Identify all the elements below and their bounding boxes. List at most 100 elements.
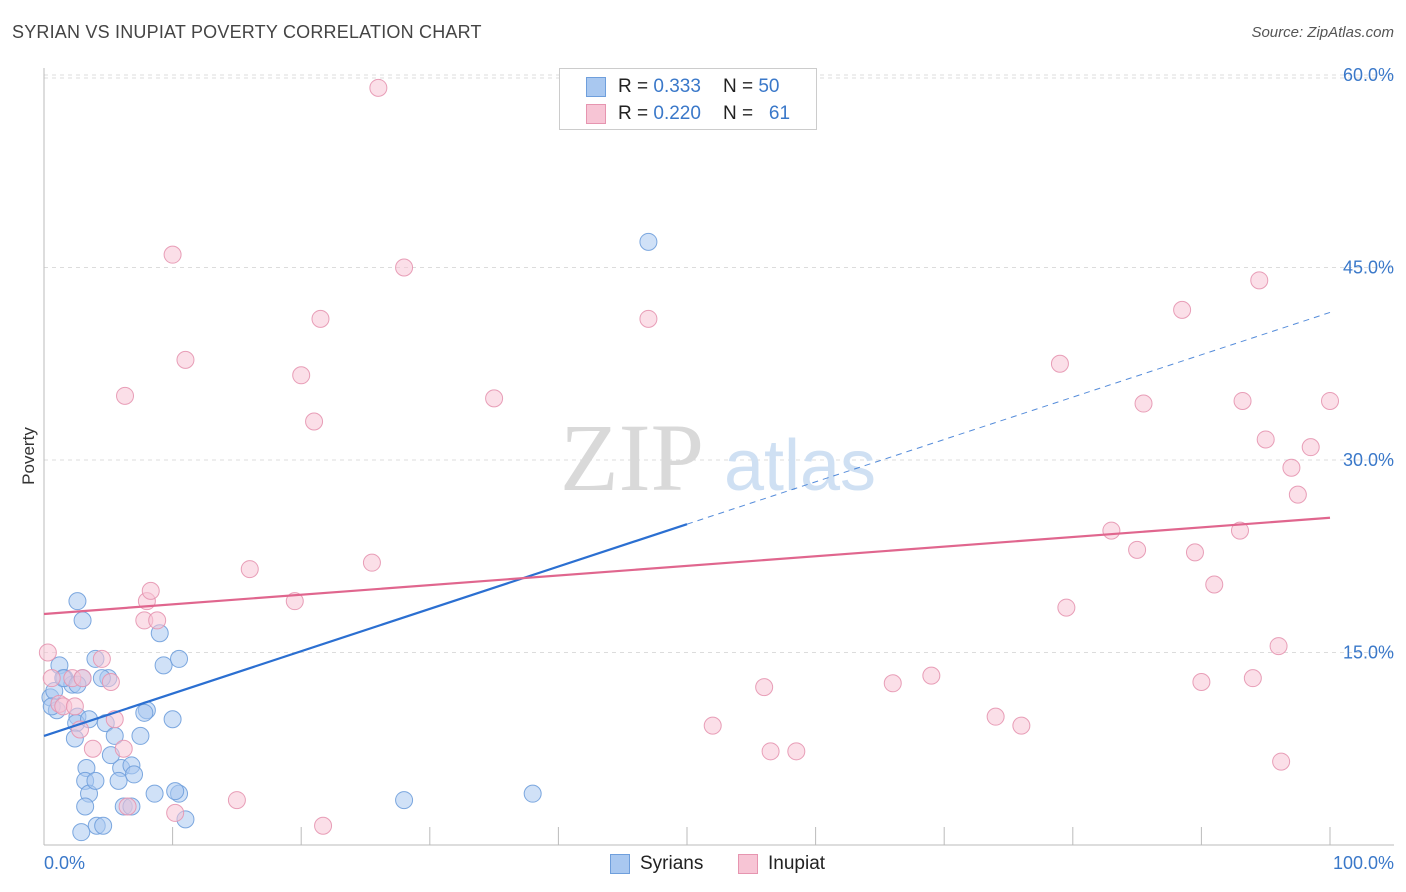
inupiat-point (755, 678, 774, 697)
syrians-point (523, 784, 542, 803)
syrians-point (395, 791, 414, 810)
x-tick-max: 100.0% (1333, 853, 1394, 873)
bottom-legend-label-inupiat: Inupiat (768, 853, 826, 874)
legend-r-label: R = (618, 76, 649, 97)
source-label: Source: ZipAtlas.com (1251, 24, 1394, 41)
watermark-atlas: atlas (724, 426, 876, 506)
inupiat-point (1173, 300, 1192, 319)
syrians-point (639, 232, 658, 251)
chart-title: SYRIAN VS INUPIAT POVERTY CORRELATION CH… (12, 22, 482, 42)
inupiat-point (639, 309, 658, 328)
y-tick-label: 30.0% (1343, 450, 1394, 470)
x-tick-labels: 0.0% 100.0% (44, 853, 1394, 873)
y-tick-label: 45.0% (1343, 258, 1394, 278)
inupiat-point (369, 78, 388, 97)
inupiat-point (148, 611, 167, 630)
syrians-point (109, 771, 128, 790)
syrians-point (170, 649, 189, 668)
syrians-point (154, 656, 173, 675)
inupiat-point (38, 643, 57, 662)
inupiat-point (922, 666, 941, 685)
correlation-legend: R = 0.333 N = 50 R = 0.220 N = 61 (559, 68, 817, 130)
watermark: ZIP atlas (560, 404, 876, 511)
bottom-legend-swatch-inupiat (738, 854, 758, 874)
inupiat-point (116, 386, 135, 405)
inupiat-point (285, 592, 304, 611)
inupiat-point (305, 412, 324, 431)
syrians-point (145, 784, 164, 803)
syrians-point (125, 765, 144, 784)
inupiat-point (311, 309, 330, 328)
inupiat-point (163, 245, 182, 264)
legend-n-label: N = (722, 76, 754, 97)
watermark-zip: ZIP (560, 404, 704, 511)
inupiat-point (166, 803, 185, 822)
inupiat-point (1250, 271, 1269, 290)
syrians-trend-line (43, 523, 688, 737)
syrians-point (135, 703, 154, 722)
inupiat-point (485, 389, 504, 408)
syrians-point (73, 611, 92, 630)
bottom-legend-syrians: Syrians (610, 851, 703, 877)
syrians-point (94, 816, 113, 835)
inupiat-point (1050, 354, 1069, 373)
inupiat-point (883, 674, 902, 693)
y-axis-label: Poverty (19, 427, 38, 485)
bottom-legend-label-syrians: Syrians (640, 853, 704, 874)
inupiat-point (1102, 521, 1121, 540)
inupiat-point (73, 669, 92, 688)
inupiat-point (1272, 752, 1291, 771)
inupiat-point (1269, 637, 1288, 656)
syrians-point (131, 726, 150, 745)
inupiat-point (986, 707, 1005, 726)
inupiat-trend-line (43, 516, 1331, 616)
legend-r-value-syrians: 0.333 (653, 76, 701, 97)
inupiat-point (240, 560, 259, 579)
legend-swatch-inupiat (586, 104, 606, 124)
data-points (38, 78, 1339, 842)
syrians-point (163, 710, 182, 729)
inupiat-point (292, 366, 311, 385)
inupiat-point (1301, 438, 1320, 457)
inupiat-point (395, 258, 414, 277)
inupiat-point (1230, 521, 1249, 540)
inupiat-point (761, 742, 780, 761)
legend-n-value-syrians: 50 (758, 76, 780, 97)
inupiat-point (1256, 430, 1275, 449)
inupiat-point (1288, 485, 1307, 504)
x-tick-min: 0.0% (44, 853, 85, 873)
inupiat-point (1282, 458, 1301, 477)
legend-r-label: R = (618, 103, 649, 124)
syrians-point (76, 797, 95, 816)
inupiat-point (1128, 540, 1147, 559)
legend-n-label: N = (722, 103, 754, 124)
inupiat-point (787, 742, 806, 761)
inupiat-point (118, 797, 137, 816)
inupiat-point (362, 553, 381, 572)
inupiat-point (703, 716, 722, 735)
legend-n-value-inupiat: 61 (768, 103, 791, 124)
inupiat-point (114, 739, 133, 758)
syrians-point (166, 782, 185, 801)
inupiat-point (1233, 391, 1252, 410)
bottom-legend-inupiat: Inupiat (738, 851, 825, 877)
y-tick-label: 15.0% (1343, 643, 1394, 663)
syrians-point (86, 771, 105, 790)
bottom-legend-swatch-syrians (610, 854, 630, 874)
syrians-trend-extension (686, 311, 1331, 525)
legend-row-syrians: R = 0.333 N = 50 (586, 74, 779, 100)
inupiat-point (65, 697, 84, 716)
legend-row-inupiat: R = 0.220 N = 61 (586, 101, 790, 127)
legend-swatch-syrians (586, 77, 606, 97)
inupiat-point (101, 673, 120, 692)
inupiat-point (1243, 669, 1262, 688)
inupiat-point (176, 350, 195, 369)
inupiat-point (314, 816, 333, 835)
y-tick-labels: 15.0% 30.0% 45.0% 60.0% (1343, 65, 1394, 663)
inupiat-point (1185, 543, 1204, 562)
inupiat-point (1012, 716, 1031, 735)
inupiat-point (1321, 391, 1339, 410)
axes (43, 68, 1394, 846)
syrians-point (68, 592, 87, 611)
